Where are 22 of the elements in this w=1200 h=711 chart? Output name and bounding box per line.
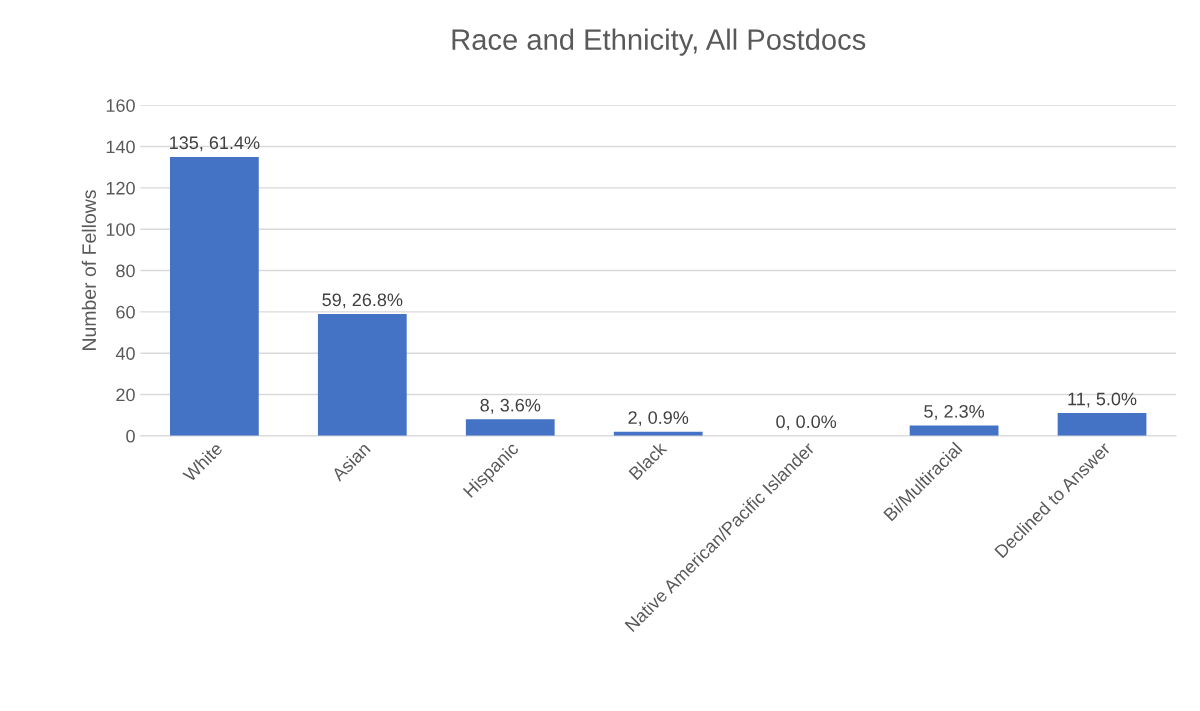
- y-tick-label: 160: [106, 99, 135, 112]
- y-tick-label: 60: [116, 305, 135, 319]
- data-label: 135, 61.4%: [170, 136, 260, 152]
- data-label: 59, 26.8%: [322, 293, 403, 309]
- bar: [317, 313, 407, 436]
- y-tick-label: 140: [106, 140, 135, 154]
- y-tick-label: 80: [116, 264, 135, 278]
- y-tick-label: 40: [115, 347, 135, 360]
- data-label: 8, 3.6%: [480, 398, 541, 414]
- bar: [1057, 413, 1147, 436]
- y-tick-label: 0: [126, 429, 135, 443]
- bar: [465, 419, 555, 436]
- chart-title: Race and Ethnicity, All Postdocs: [452, 28, 866, 56]
- y-tick-label: 100: [106, 223, 135, 236]
- y-tick-label: 20: [116, 388, 135, 402]
- data-label: 5, 2.3%: [924, 404, 985, 420]
- data-label: 2, 0.9%: [628, 411, 689, 427]
- y-tick-label: 120: [106, 181, 135, 195]
- bar: [169, 156, 259, 436]
- data-label: 0, 0.0%: [776, 415, 837, 431]
- data-label: 11, 5.0%: [1068, 392, 1137, 408]
- y-axis-title: Number of Fellows: [81, 190, 97, 350]
